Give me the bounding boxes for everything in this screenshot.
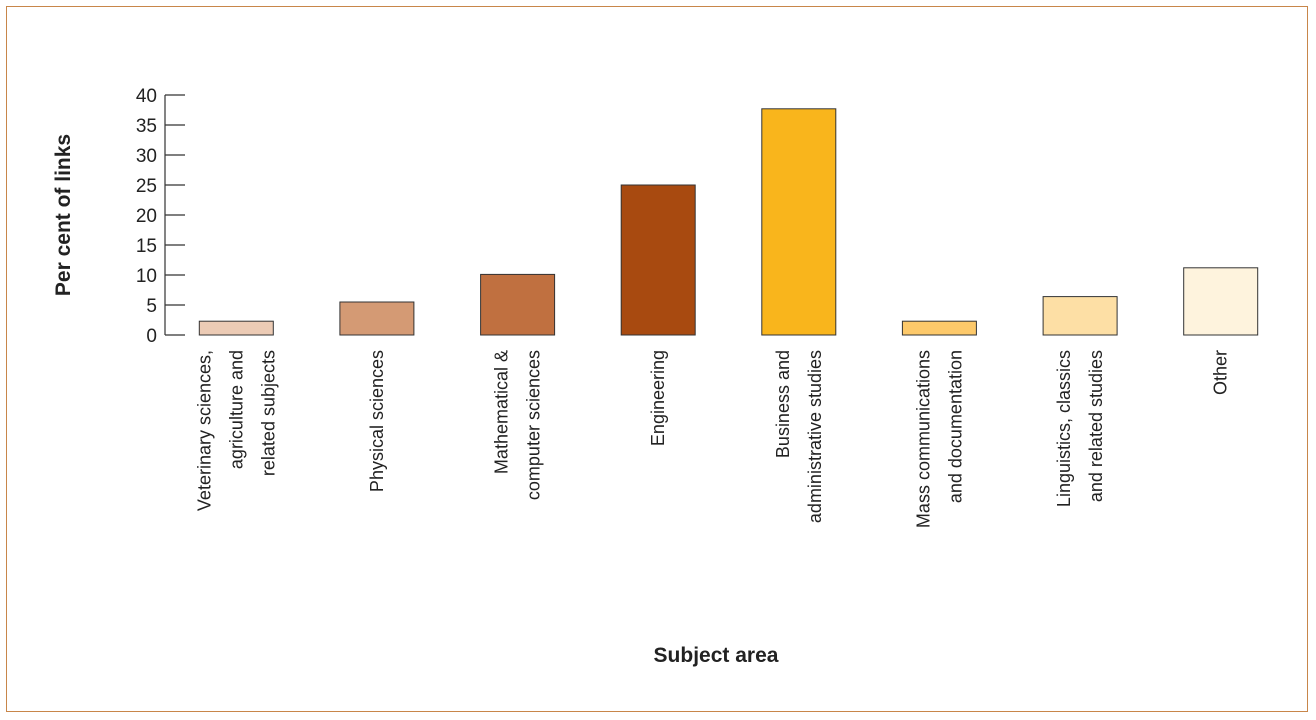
x-category-label-line: related subjects <box>258 350 278 476</box>
y-tick-label: 25 <box>136 176 157 197</box>
bar <box>620 184 696 336</box>
x-category-label: Mass communications and documentation <box>913 350 965 528</box>
y-tick-label: 10 <box>136 266 157 287</box>
y-tick-label: 30 <box>136 146 157 167</box>
x-category-label-line: and related studies <box>1086 350 1106 502</box>
x-category-label-line: Other <box>1211 350 1231 395</box>
x-category-label: Other <box>1211 350 1231 395</box>
bar <box>339 301 415 336</box>
y-tick-label: 15 <box>136 236 157 257</box>
x-category-label: Business and administrative studies <box>773 350 825 523</box>
x-category-label-line: and documentation <box>945 350 965 503</box>
x-axis-labels: Veterinary sciences, agriculture and relat… <box>194 350 1230 528</box>
bar <box>480 273 556 336</box>
x-category-label-line: Mathematical & <box>492 350 512 474</box>
x-category-label: Mathematical & computer sciences <box>492 350 544 500</box>
bar <box>1042 296 1118 336</box>
bar <box>198 320 274 336</box>
y-tick-label: 5 <box>146 296 157 317</box>
x-category-label-line: agriculture and <box>226 350 246 469</box>
y-tick-label: 20 <box>136 206 157 227</box>
bar <box>901 320 977 336</box>
y-axis-title: Per cent of links <box>52 134 75 296</box>
y-axis: 0 5 10 15 20 25 30 35 40 <box>136 86 185 347</box>
x-category-label-line: Veterinary sciences, <box>194 350 214 511</box>
x-category-label-line: Mass communications <box>913 350 933 528</box>
x-category-label: Linguistics, classics and related studies <box>1054 350 1106 507</box>
x-category-label-line: Engineering <box>648 350 668 446</box>
x-category-label: Physical sciences <box>367 350 387 492</box>
x-category-label-line: administrative studies <box>805 350 825 523</box>
x-category-label-line: computer sciences <box>524 350 544 500</box>
bars <box>198 108 1259 336</box>
bar <box>1183 267 1259 336</box>
x-category-label-line: Linguistics, classics <box>1054 350 1074 507</box>
x-category-label: Veterinary sciences, agriculture and relat… <box>194 350 278 511</box>
y-tick-label: 40 <box>136 86 157 107</box>
x-category-label-line: Business and <box>773 350 793 458</box>
y-tick-label: 0 <box>146 326 157 347</box>
bar <box>761 108 837 336</box>
x-axis-title: Subject area <box>654 644 779 667</box>
x-category-label: Engineering <box>648 350 668 446</box>
x-category-label-line: Physical sciences <box>367 350 387 492</box>
y-tick-label: 35 <box>136 116 157 137</box>
chart-frame <box>6 6 1308 712</box>
